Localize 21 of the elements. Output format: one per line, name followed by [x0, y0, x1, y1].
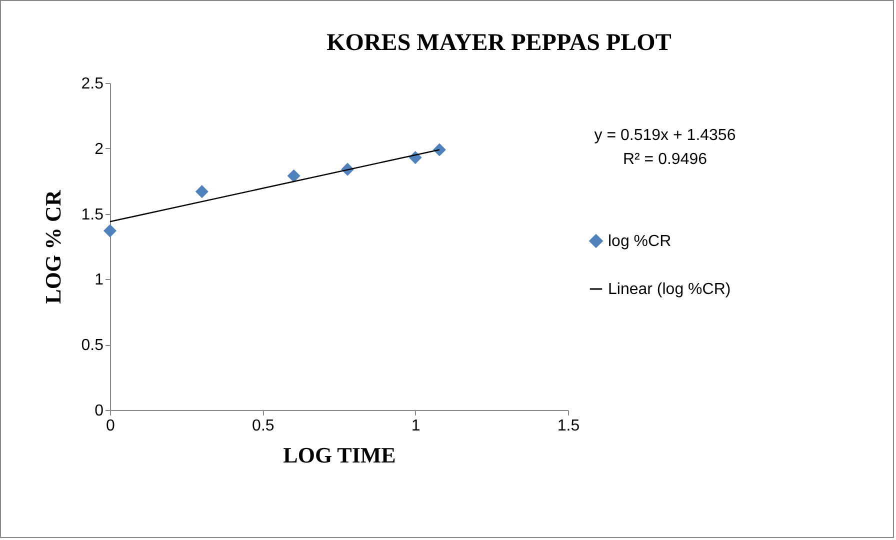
y-tick-label: 2: [94, 140, 104, 158]
x-tick-label: 0: [106, 418, 116, 434]
text: R² = 0.9496: [622, 151, 708, 168]
x-tick-label: 1.5: [557, 418, 580, 434]
y-tick-label: 2.5: [81, 76, 104, 92]
chart-title: KORES MAYER PEPPAS PLOT: [326, 30, 672, 56]
point: [103, 224, 117, 238]
text: y = 0.519x + 1.4356: [594, 127, 736, 144]
y-tick-label: 1: [94, 272, 104, 289]
x-axis-title: LOG TIME: [283, 442, 396, 468]
point: [287, 169, 300, 182]
y-tick-label: 0: [94, 402, 104, 420]
y-tick-label: 1.5: [81, 206, 104, 224]
legend-label: log %CR: [608, 233, 672, 250]
legend-label: Linear (log %CR): [608, 281, 731, 298]
y-axis-title: LOG % CR: [40, 189, 66, 304]
x-tick-label: 0.5: [252, 418, 274, 434]
point: [195, 185, 208, 198]
y-tick-label: 0.5: [81, 337, 104, 354]
point: [432, 143, 446, 156]
x-tick-label: 1: [411, 418, 420, 434]
